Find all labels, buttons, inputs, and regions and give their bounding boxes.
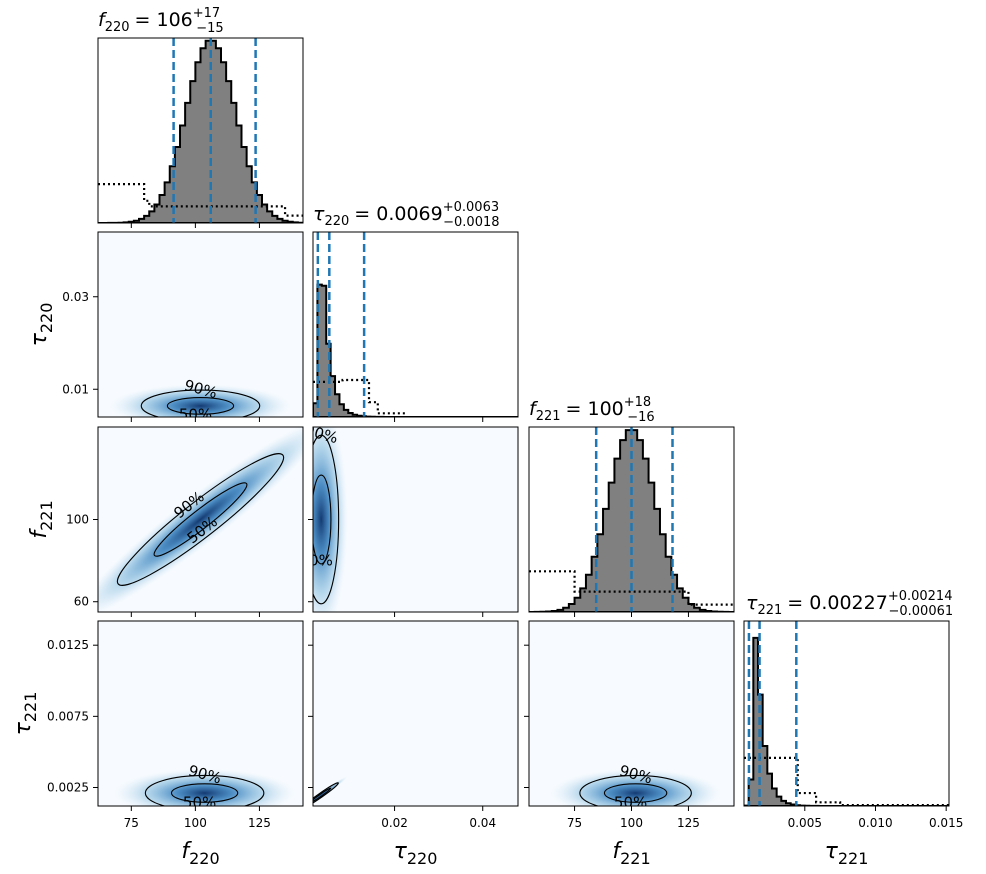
contour-50 xyxy=(166,397,235,415)
contour-label-90: 90% xyxy=(303,421,340,447)
density-panel-tau221-vs-tau220 xyxy=(312,620,519,807)
xtick-label-f221: 125 xyxy=(677,816,700,830)
xtick-label-tau220: 0.02 xyxy=(381,816,408,830)
density-panel-tau220-vs-f220: 50%90% xyxy=(97,231,304,423)
xtick-label-f221: 75 xyxy=(567,816,582,830)
xtick-label-tau221: 0.005 xyxy=(788,816,822,830)
xtick-label-f220: 100 xyxy=(184,816,207,830)
xtick-label-f221: 100 xyxy=(620,816,643,830)
hist-panel-f220: f220 = 106+17 −15 xyxy=(97,6,304,224)
density-panel-f221-vs-f220: 50%90% xyxy=(97,426,304,613)
contour-90 xyxy=(140,389,261,417)
contour-90 xyxy=(313,782,339,806)
contour-90 xyxy=(116,453,285,586)
density-panel-tau221-vs-f220: 50%90% xyxy=(97,620,304,811)
xlabel-f220: f220 xyxy=(181,839,219,868)
xtick-label-tau220: 0.04 xyxy=(469,816,496,830)
xtick-label-f220: 125 xyxy=(248,816,271,830)
ylabel-f221: f221 xyxy=(27,500,56,538)
ytick-label-tau220: 0.03 xyxy=(62,290,89,304)
contour-50 xyxy=(313,474,332,565)
density-blob xyxy=(114,769,296,806)
ytick-label-tau221: 0.0075 xyxy=(47,709,89,723)
contour-label-50: 50% xyxy=(300,551,333,569)
density-blob xyxy=(98,427,303,612)
density-blob xyxy=(313,776,348,806)
xlabel-tau220: τ220 xyxy=(394,839,438,868)
hist-panel-f221: f221 = 100+18 −16 xyxy=(528,395,735,613)
contour-50 xyxy=(153,482,248,557)
prior-f220 xyxy=(98,183,303,217)
title-f220: f220 = 106+17 −15 xyxy=(98,6,224,36)
contour-label-50: 50% xyxy=(179,405,212,423)
title-tau220: τ220 = 0.0069+0.0063 −0.0018 xyxy=(313,200,500,230)
contour-90 xyxy=(313,434,340,605)
hist-panel-tau220: τ220 = 0.0069+0.0063 −0.0018 xyxy=(312,200,519,418)
contour-50 xyxy=(603,783,668,803)
xlabel-tau221: τ221 xyxy=(825,839,869,868)
density-panel-tau221-vs-f221: 50%90% xyxy=(528,620,735,811)
ytick-label-tau220: 0.01 xyxy=(62,382,89,396)
ytick-label-f221: 60 xyxy=(74,595,89,609)
prior-f221 xyxy=(529,570,734,606)
density-blob xyxy=(109,384,292,417)
hist-panel-tau221: τ221 = 0.00227+0.00214 −0.00061 xyxy=(743,589,953,807)
xtick-label-tau221: 0.010 xyxy=(858,816,892,830)
xtick-label-tau221: 0.015 xyxy=(929,816,963,830)
contour-label-50: 50% xyxy=(614,793,647,811)
ylabel-tau221: τ221 xyxy=(11,692,40,736)
xtick-label-f220: 75 xyxy=(124,816,139,830)
ytick-label-tau221: 0.0025 xyxy=(47,781,89,795)
contour-50 xyxy=(313,787,332,803)
density-panel-f221-vs-tau220: 50% 90% xyxy=(300,421,519,613)
contour-label-50: 50% xyxy=(183,793,216,811)
contour-50 xyxy=(170,783,239,803)
density-blob xyxy=(550,769,721,806)
ytick-label-f221: 100 xyxy=(66,513,89,527)
contour-90 xyxy=(579,774,692,806)
histogram-f220 xyxy=(98,39,303,223)
ytick-label-tau221: 0.0125 xyxy=(47,638,89,652)
prior-tau221 xyxy=(744,756,949,806)
ylabel-tau220: τ220 xyxy=(27,303,56,347)
xlabel-f221: f221 xyxy=(612,839,650,868)
contour-90 xyxy=(144,774,265,806)
histogram-f221 xyxy=(529,429,734,612)
title-tau221: τ221 = 0.00227+0.00214 −0.00061 xyxy=(746,589,953,619)
title-f221: f221 = 100+18 −16 xyxy=(529,395,655,425)
